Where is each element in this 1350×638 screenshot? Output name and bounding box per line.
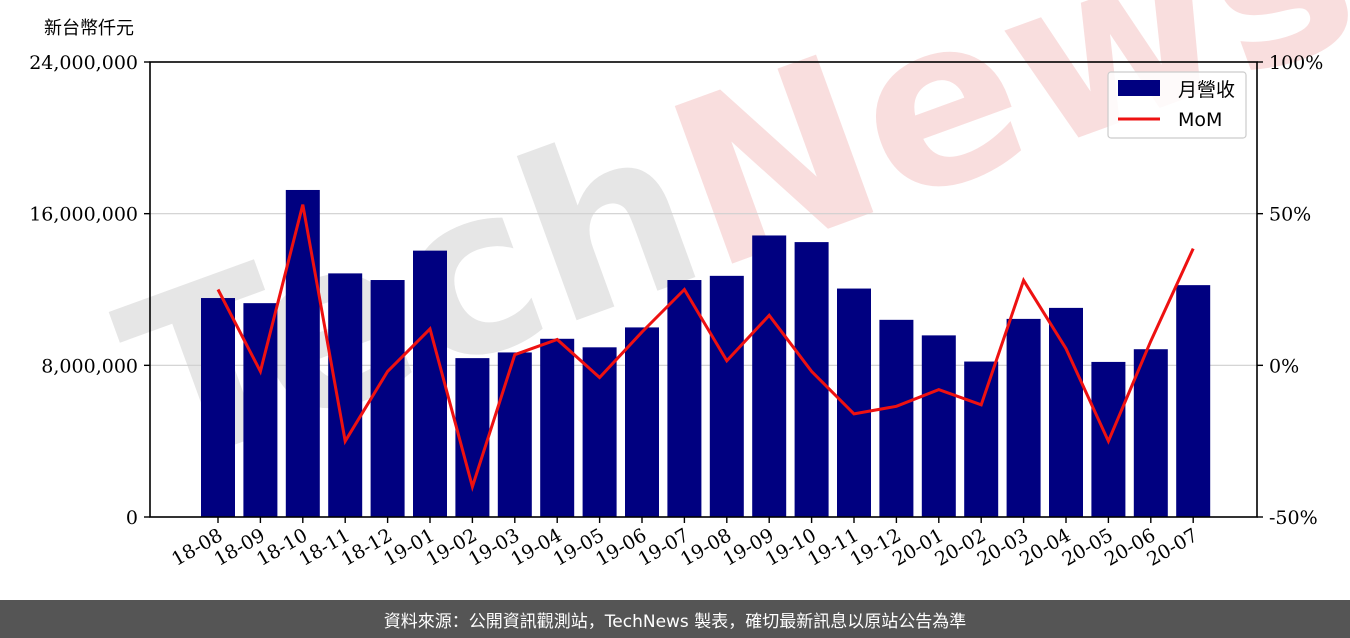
plot-frame (149, 61, 1258, 518)
bar (752, 235, 787, 517)
footer-text: 資料來源：公開資訊觀測站，TechNews 製表，確切最新訊息以原站公告為準 (383, 611, 967, 632)
right-axis: -50% 0% 50% 100% (1257, 52, 1323, 529)
legend-swatch-bar (1118, 80, 1160, 96)
bar (497, 352, 532, 517)
right-tick-label: 100% (1269, 52, 1323, 74)
bar (1176, 285, 1211, 517)
bar (625, 327, 659, 517)
legend-label-revenue: 月營收 (1178, 79, 1235, 101)
bar (709, 275, 744, 517)
bar (243, 303, 278, 517)
bar (413, 250, 447, 517)
right-tick-label: 50% (1269, 204, 1311, 226)
bar (201, 298, 235, 517)
bar-series (201, 189, 1211, 517)
bar (540, 338, 575, 517)
right-tick-label: -50% (1269, 507, 1318, 529)
bar (582, 347, 617, 517)
mom-line-series (216, 204, 1195, 493)
legend: 月營收 MoM (1107, 71, 1247, 139)
bar (794, 242, 829, 517)
bar (879, 319, 914, 517)
plot-border (149, 61, 1258, 518)
bar (1006, 318, 1041, 517)
bar (921, 335, 956, 517)
mom-line (216, 204, 1195, 493)
legend-label-mom: MoM (1178, 109, 1222, 131)
source-footer: 資料來源：公開資訊觀測站，TechNews 製表，確切最新訊息以原站公告為準 (0, 600, 1350, 638)
bar (285, 189, 320, 517)
left-tick-label: 16,000,000 (29, 204, 138, 226)
left-axis: 0 8,000,000 16,000,000 24,000,000 (29, 52, 150, 529)
bar (328, 273, 363, 517)
bar (1049, 307, 1083, 517)
y-unit-label: 新台幣仟元 (44, 18, 134, 39)
bar (370, 280, 405, 517)
left-tick-label: 0 (126, 507, 138, 529)
left-tick-label: 24,000,000 (29, 52, 138, 74)
bar (667, 280, 702, 517)
left-tick-label: 8,000,000 (41, 355, 138, 377)
bar (964, 361, 999, 517)
watermark-part-news: News (640, 0, 1350, 322)
right-tick-label: 0% (1269, 355, 1299, 377)
bar (1133, 349, 1168, 517)
revenue-chart: TechNews 08,000,00016,000,00024,000,000 … (29, 0, 1350, 571)
x-axis: 18-0818-0918-1018-1118-1219-0119-0219-03… (168, 517, 1202, 571)
